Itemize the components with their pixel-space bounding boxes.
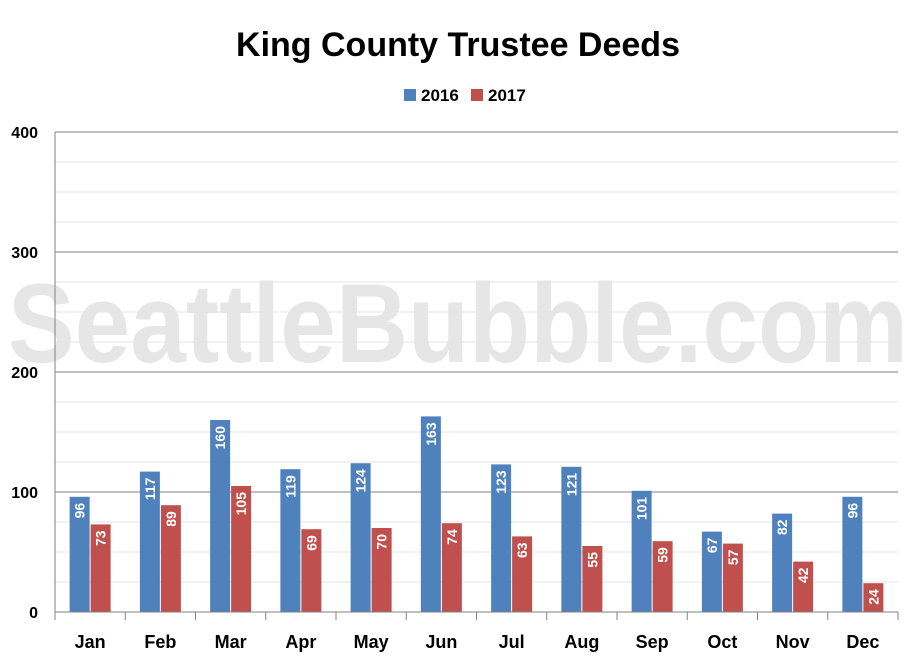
y-tick-label: 200 — [11, 365, 38, 382]
bar-2016-Feb — [139, 471, 160, 612]
legend-label-2017: 2017 — [488, 86, 526, 105]
x-tick-label: Jan — [75, 632, 106, 652]
bar-2017-May — [371, 528, 392, 612]
bar-2016-Mar — [210, 420, 231, 612]
bar-value-label: 101 — [634, 497, 650, 521]
bar-value-label: 69 — [303, 535, 319, 551]
legend-swatch-2017 — [471, 89, 483, 101]
bar-2016-Oct — [701, 531, 722, 612]
chart-title: King County Trustee Deeds — [236, 26, 680, 64]
y-tick-label: 400 — [11, 125, 38, 142]
bar-value-label: 73 — [93, 530, 109, 546]
bar-2017-Nov — [793, 561, 814, 612]
bar-value-label: 42 — [795, 567, 811, 583]
bar-value-label: 55 — [584, 552, 600, 568]
x-tick-label: Aug — [564, 632, 599, 652]
bar-value-label: 117 — [142, 477, 158, 500]
bar-2017-Jun — [441, 523, 462, 612]
y-tick-label: 100 — [11, 485, 38, 502]
bar-value-label: 89 — [163, 511, 179, 527]
bar-2017-Apr — [301, 529, 322, 612]
bar-value-label: 124 — [353, 469, 369, 493]
bar-value-label: 57 — [725, 549, 741, 565]
bar-2017-Mar — [231, 486, 252, 612]
bar-2016-Sep — [631, 490, 652, 612]
bars: 96 73 117 89 160 105 119 69 124 70 163 74 123 63 121 55… — [69, 416, 884, 612]
y-tick-label: 0 — [29, 605, 38, 622]
bar-value-label: 105 — [233, 492, 249, 516]
bar-value-label: 74 — [444, 529, 460, 545]
bar-2017-Jan — [90, 524, 111, 612]
bar-2016-Apr — [280, 469, 301, 612]
bar-value-label: 67 — [704, 537, 720, 553]
y-tick-label: 300 — [11, 245, 38, 262]
bar-value-label: 96 — [844, 503, 860, 519]
bar-2016-Jan — [69, 496, 90, 612]
watermark: SeattleBubble.com — [8, 261, 908, 386]
bar-2016-May — [350, 463, 371, 612]
bar-value-label: 82 — [774, 519, 790, 535]
x-tick-label: Dec — [846, 632, 879, 652]
gridlines — [55, 131, 898, 613]
x-tick-label: May — [354, 632, 389, 652]
legend: 2016 2017 — [404, 86, 526, 105]
bar-value-label: 119 — [282, 475, 298, 498]
bar-2016-Jun — [420, 416, 441, 612]
bar-2016-Jul — [491, 464, 512, 612]
bar-value-label: 121 — [563, 473, 579, 497]
bar-2017-Dec — [863, 583, 884, 612]
bar-2016-Aug — [561, 466, 582, 612]
x-tick-label: Jun — [425, 632, 457, 652]
x-tick-label: Apr — [285, 632, 316, 652]
bar-value-label: 163 — [423, 422, 439, 446]
bar-2016-Nov — [772, 513, 793, 612]
legend-swatch-2016 — [404, 89, 416, 101]
bar-value-label: 59 — [655, 547, 671, 563]
x-tick-label: Nov — [776, 632, 810, 652]
bar-2016-Dec — [842, 496, 863, 612]
y-axis: 0 100 200 300 400 — [11, 125, 56, 622]
bar-value-label: 70 — [374, 534, 390, 550]
bar-2017-Jul — [512, 536, 533, 612]
x-tick-label: Feb — [144, 632, 176, 652]
bar-2017-Sep — [652, 541, 673, 612]
x-tick-label: Oct — [707, 632, 737, 652]
x-axis: Jan Feb Mar Apr May Jun Jul Aug Sep Oct Nov Dec — [54, 611, 899, 652]
bar-value-label: 96 — [72, 503, 88, 519]
bar-2017-Aug — [582, 546, 603, 612]
bar-value-label: 123 — [493, 470, 509, 494]
bar-2017-Oct — [722, 543, 743, 612]
x-tick-label: Sep — [636, 632, 669, 652]
bar-value-label: 24 — [865, 589, 881, 605]
bar-value-label: 160 — [212, 426, 228, 450]
bar-value-label: 63 — [514, 542, 530, 558]
legend-label-2016: 2016 — [421, 86, 459, 105]
x-tick-label: Mar — [215, 632, 247, 652]
x-tick-label: Jul — [499, 632, 525, 652]
bar-2017-Feb — [160, 505, 181, 612]
